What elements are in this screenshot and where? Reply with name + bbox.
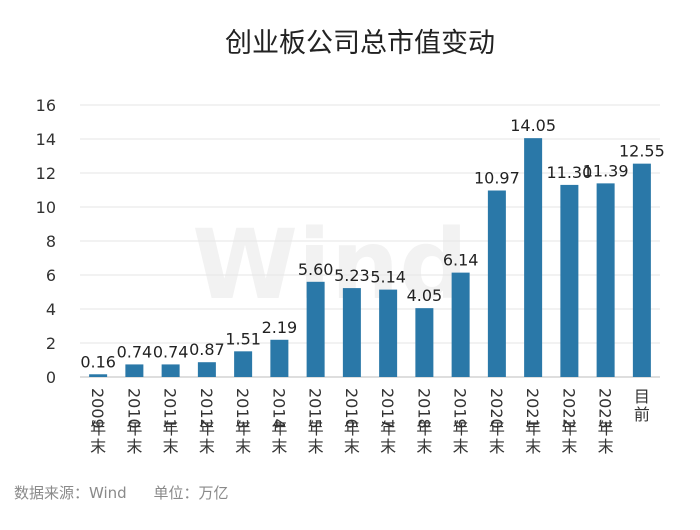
x-tick-label: 2019 bbox=[451, 388, 470, 429]
data-label: 2.19 bbox=[262, 318, 298, 337]
x-tick-char: 末 bbox=[235, 437, 251, 456]
x-tick-char: 末 bbox=[199, 437, 215, 456]
chart-title: 创业板公司总市值变动 bbox=[225, 28, 495, 59]
bar bbox=[197, 362, 216, 377]
x-tick-char: 末 bbox=[598, 437, 614, 456]
data-label: 10.97 bbox=[474, 169, 520, 188]
bar bbox=[379, 289, 398, 377]
y-tick-label: 4 bbox=[46, 300, 56, 319]
data-label: 0.16 bbox=[80, 352, 116, 371]
data-label: 0.74 bbox=[117, 342, 153, 361]
x-tick-char: 年 bbox=[344, 419, 360, 438]
watermark: Wind bbox=[192, 209, 468, 321]
data-label: 11.30 bbox=[546, 163, 592, 182]
data-label: 14.05 bbox=[510, 116, 556, 135]
x-tick-char: 年 bbox=[598, 419, 614, 438]
bar bbox=[487, 190, 506, 377]
bar bbox=[270, 339, 289, 377]
unit-note: 单位：万亿 bbox=[153, 484, 229, 502]
data-label: 5.14 bbox=[370, 268, 406, 287]
x-tick-char: 年 bbox=[271, 419, 287, 438]
y-tick-label: 2 bbox=[46, 334, 56, 353]
x-tick-char: 前 bbox=[634, 405, 650, 424]
x-tick-char: 末 bbox=[453, 437, 469, 456]
x-tick-label: 2023 bbox=[596, 388, 615, 429]
data-label: 5.23 bbox=[334, 266, 370, 285]
x-tick-char: 末 bbox=[525, 437, 541, 456]
bar bbox=[524, 138, 543, 377]
x-tick-char: 年 bbox=[235, 419, 251, 438]
x-tick-char: 年 bbox=[380, 419, 396, 438]
bar bbox=[560, 184, 579, 377]
x-tick-label: 2009 bbox=[88, 388, 107, 429]
x-tick-label: 2015 bbox=[306, 388, 325, 429]
x-tick-label: 2013 bbox=[233, 388, 252, 429]
x-tick-char: 年 bbox=[489, 419, 505, 438]
data-labels: 0.160.74 0.74 0.871.512.195.60 5.23 5.144.05… bbox=[80, 116, 664, 371]
y-tick-label: 16 bbox=[36, 96, 56, 115]
bar bbox=[125, 364, 144, 377]
x-tick-label: 2017 bbox=[378, 388, 397, 429]
y-tick-label: 6 bbox=[46, 266, 56, 285]
data-label: 0.74 bbox=[153, 342, 189, 361]
data-label: 11.39 bbox=[583, 161, 629, 180]
data-label: 4.05 bbox=[407, 286, 443, 305]
chart-footer: 数据来源：Wind 单位：万亿 bbox=[14, 482, 251, 503]
data-label: 12.55 bbox=[619, 142, 665, 161]
data-label: 0.87 bbox=[189, 340, 225, 359]
x-tick-char: 年 bbox=[561, 419, 577, 438]
y-tick-label: 8 bbox=[46, 232, 56, 251]
x-tick-label: 2022 bbox=[559, 388, 578, 429]
x-axis: 2009年末2010年末2011年末2012年末2013年末2014年末2015… bbox=[88, 387, 650, 456]
x-tick-char: 末 bbox=[344, 437, 360, 456]
x-tick-char: 末 bbox=[126, 437, 142, 456]
data-label: 5.60 bbox=[298, 260, 334, 279]
x-tick-char: 年 bbox=[453, 419, 469, 438]
x-tick-char: 末 bbox=[90, 437, 106, 456]
bar bbox=[415, 308, 434, 377]
x-tick-label: 2016 bbox=[342, 388, 361, 429]
y-tick-label: 14 bbox=[36, 130, 56, 149]
x-tick-char: 末 bbox=[561, 437, 577, 456]
x-tick-char: 目 bbox=[634, 387, 650, 406]
y-tick-label: 12 bbox=[36, 164, 56, 183]
x-tick-label: 2011 bbox=[161, 388, 180, 429]
x-tick-label: 2020 bbox=[487, 388, 506, 429]
x-tick-label: 2012 bbox=[197, 388, 216, 429]
x-tick-label: 2010 bbox=[124, 388, 143, 429]
x-tick-char: 年 bbox=[308, 419, 324, 438]
x-tick-label: 2014 bbox=[269, 388, 288, 429]
y-tick-label: 10 bbox=[36, 198, 56, 217]
bar bbox=[161, 364, 180, 377]
x-tick-char: 年 bbox=[90, 419, 106, 438]
bar bbox=[632, 163, 651, 377]
bar bbox=[306, 281, 325, 377]
source-note: 数据来源：Wind bbox=[14, 484, 127, 502]
x-tick-char: 年 bbox=[416, 419, 432, 438]
bar bbox=[234, 351, 253, 377]
bars bbox=[89, 138, 651, 377]
y-tick-label: 0 bbox=[46, 368, 56, 387]
x-tick-char: 末 bbox=[308, 437, 324, 456]
x-tick-char: 末 bbox=[380, 437, 396, 456]
x-tick-char: 末 bbox=[416, 437, 432, 456]
x-tick-char: 年 bbox=[199, 419, 215, 438]
data-label: 6.14 bbox=[443, 251, 479, 270]
bar bbox=[89, 374, 108, 377]
data-label: 1.51 bbox=[225, 329, 261, 348]
x-tick-char: 末 bbox=[489, 437, 505, 456]
x-tick-char: 末 bbox=[163, 437, 179, 456]
x-tick-char: 年 bbox=[126, 419, 142, 438]
y-axis: 0 2 4 6 8 10 12 14 16 bbox=[36, 96, 56, 387]
bar bbox=[596, 183, 615, 377]
x-tick-char: 末 bbox=[271, 437, 287, 456]
bar bbox=[342, 288, 361, 377]
x-tick-label: 2018 bbox=[414, 388, 433, 429]
x-tick-label: 2021 bbox=[523, 388, 542, 429]
bar bbox=[451, 272, 470, 377]
x-tick-char: 年 bbox=[163, 419, 179, 438]
x-tick-char: 年 bbox=[525, 419, 541, 438]
